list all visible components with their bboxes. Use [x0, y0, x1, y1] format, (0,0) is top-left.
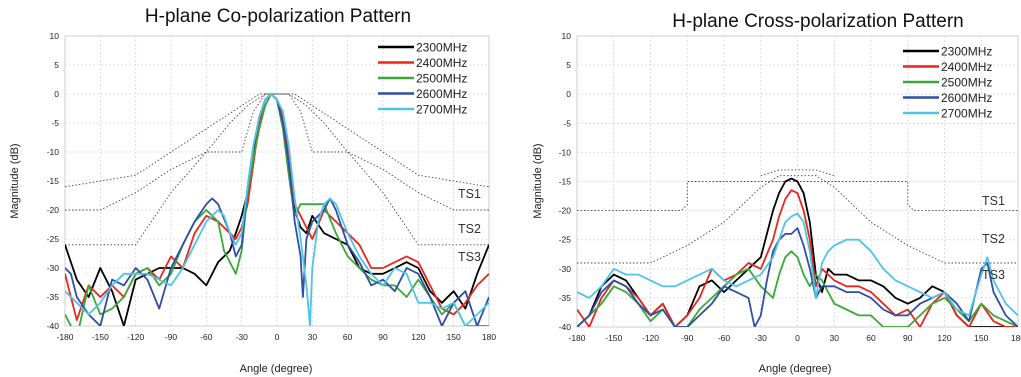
annotation-ts2: TS2 — [458, 222, 481, 236]
y-tick-label: -10 — [559, 147, 572, 157]
y-tick-label: -35 — [559, 293, 572, 303]
x-tick-label: 60 — [866, 333, 876, 343]
x-tick-label: -120 — [127, 332, 144, 342]
chart-title: H-plane Co-polarization Pattern — [145, 6, 411, 27]
y-tick-labels: 10 5 0 -5 -10 -15 -20 -25 -30 -35 -40 — [47, 31, 60, 331]
legend-label: 2500MHz — [416, 72, 467, 86]
y-tick-label: -5 — [563, 118, 571, 128]
legend-label: 2500MHz — [941, 76, 992, 90]
x-tick-label: 150 — [447, 332, 461, 342]
x-tick-label: -180 — [56, 332, 73, 342]
y-tick-label: -15 — [47, 176, 60, 186]
cross-polarization-chart: H-plane Cross-polarization Pattern -180-… — [532, 11, 1021, 375]
grid — [576, 35, 1019, 328]
x-tick-label: 180 — [1011, 333, 1021, 343]
x-tick-label: 0 — [275, 332, 280, 342]
co-polarization-chart: H-plane Co-polarization Pattern -180 -150… — [9, 6, 496, 375]
annotation-ts1: TS1 — [982, 194, 1005, 208]
y-tick-label: -40 — [47, 321, 60, 331]
x-tick-label: 60 — [343, 332, 353, 342]
y-tick-label: -20 — [559, 206, 572, 216]
legend-label: 2400MHz — [941, 60, 992, 74]
x-tick-label: 30 — [830, 333, 840, 343]
annotation-ts1: TS1 — [458, 187, 481, 201]
y-tick-label: 5 — [566, 60, 571, 70]
y-tick-label: -15 — [559, 177, 572, 187]
y-tick-label: 0 — [566, 89, 571, 99]
legend-label: 2400MHz — [416, 56, 467, 70]
y-axis-label: Magnitude (dB) — [9, 143, 21, 218]
legend-label: 2600MHz — [416, 87, 467, 101]
x-tick-label: -90 — [165, 332, 178, 342]
y-tick-labels: 10 5 0 -5 -10 -15 -20 -25 -30 -35 -40 — [559, 31, 572, 332]
template-lines — [64, 93, 490, 246]
series-group — [577, 177, 1018, 327]
x-tick-label: 90 — [378, 332, 388, 342]
grid — [64, 35, 490, 327]
y-tick-label: 10 — [562, 31, 572, 41]
x-tick-label: -30 — [755, 333, 768, 343]
chart-title: H-plane Cross-polarization Pattern — [672, 11, 963, 32]
y-tick-label: 0 — [54, 89, 59, 99]
annotation-ts3: TS3 — [982, 268, 1005, 282]
annotation-ts2: TS2 — [982, 232, 1005, 246]
x-tick-label: 90 — [903, 333, 913, 343]
y-tick-label: -25 — [47, 234, 60, 244]
x-tick-label: -30 — [236, 332, 249, 342]
x-tick-label: -60 — [200, 332, 213, 342]
legend-label: 2300MHz — [941, 45, 992, 59]
x-axis-label: Angle (degree) — [759, 363, 832, 375]
x-tick-label: 30 — [308, 332, 318, 342]
x-tick-label: 120 — [937, 333, 951, 343]
x-tick-labels: -180 -150 -120 -90 -60 -30 0 30 60 90 120 150 180 — [56, 332, 496, 342]
template-line-ts1 — [64, 93, 490, 188]
x-tick-label: 0 — [795, 333, 800, 343]
template-line-ts2 — [577, 175, 1018, 264]
y-tick-label: -35 — [47, 292, 60, 302]
x-tick-label: -150 — [92, 332, 109, 342]
x-tick-label: -120 — [642, 333, 659, 343]
x-axis-label: Angle (degree) — [240, 363, 313, 375]
annotation-ts3: TS3 — [458, 250, 481, 264]
y-tick-label: -25 — [559, 235, 572, 245]
legend-label: 2700MHz — [941, 107, 992, 121]
y-tick-label: 5 — [54, 60, 59, 70]
series-line-2700mhz — [65, 93, 489, 326]
legend-label: 2700MHz — [416, 103, 467, 117]
series-group — [65, 93, 489, 326]
template-line-ts3 — [65, 93, 489, 246]
y-tick-label: 10 — [50, 31, 60, 41]
x-tick-labels: -180 -150 -120 -90 -60 -30 0 30 60 90 120 150 180 — [568, 333, 1021, 343]
series-line-2700mhz — [577, 212, 1018, 317]
legend-label: 2300MHz — [416, 41, 467, 55]
x-tick-label: 150 — [974, 333, 988, 343]
y-tick-label: -20 — [47, 205, 60, 215]
y-tick-label: -30 — [559, 264, 572, 274]
y-tick-label: -10 — [47, 147, 60, 157]
x-tick-label: -150 — [605, 333, 622, 343]
x-tick-label: 180 — [482, 332, 496, 342]
y-tick-label: -30 — [47, 263, 60, 273]
legend-label: 2600MHz — [941, 91, 992, 105]
x-tick-label: -180 — [568, 333, 585, 343]
y-tick-label: -40 — [559, 322, 572, 332]
y-axis-label: Magnitude (dB) — [532, 143, 544, 218]
x-tick-label: 120 — [411, 332, 425, 342]
template-line-ts2 — [65, 93, 489, 211]
x-tick-label: -90 — [681, 333, 694, 343]
x-tick-label: -60 — [718, 333, 731, 343]
y-tick-label: -5 — [51, 118, 59, 128]
